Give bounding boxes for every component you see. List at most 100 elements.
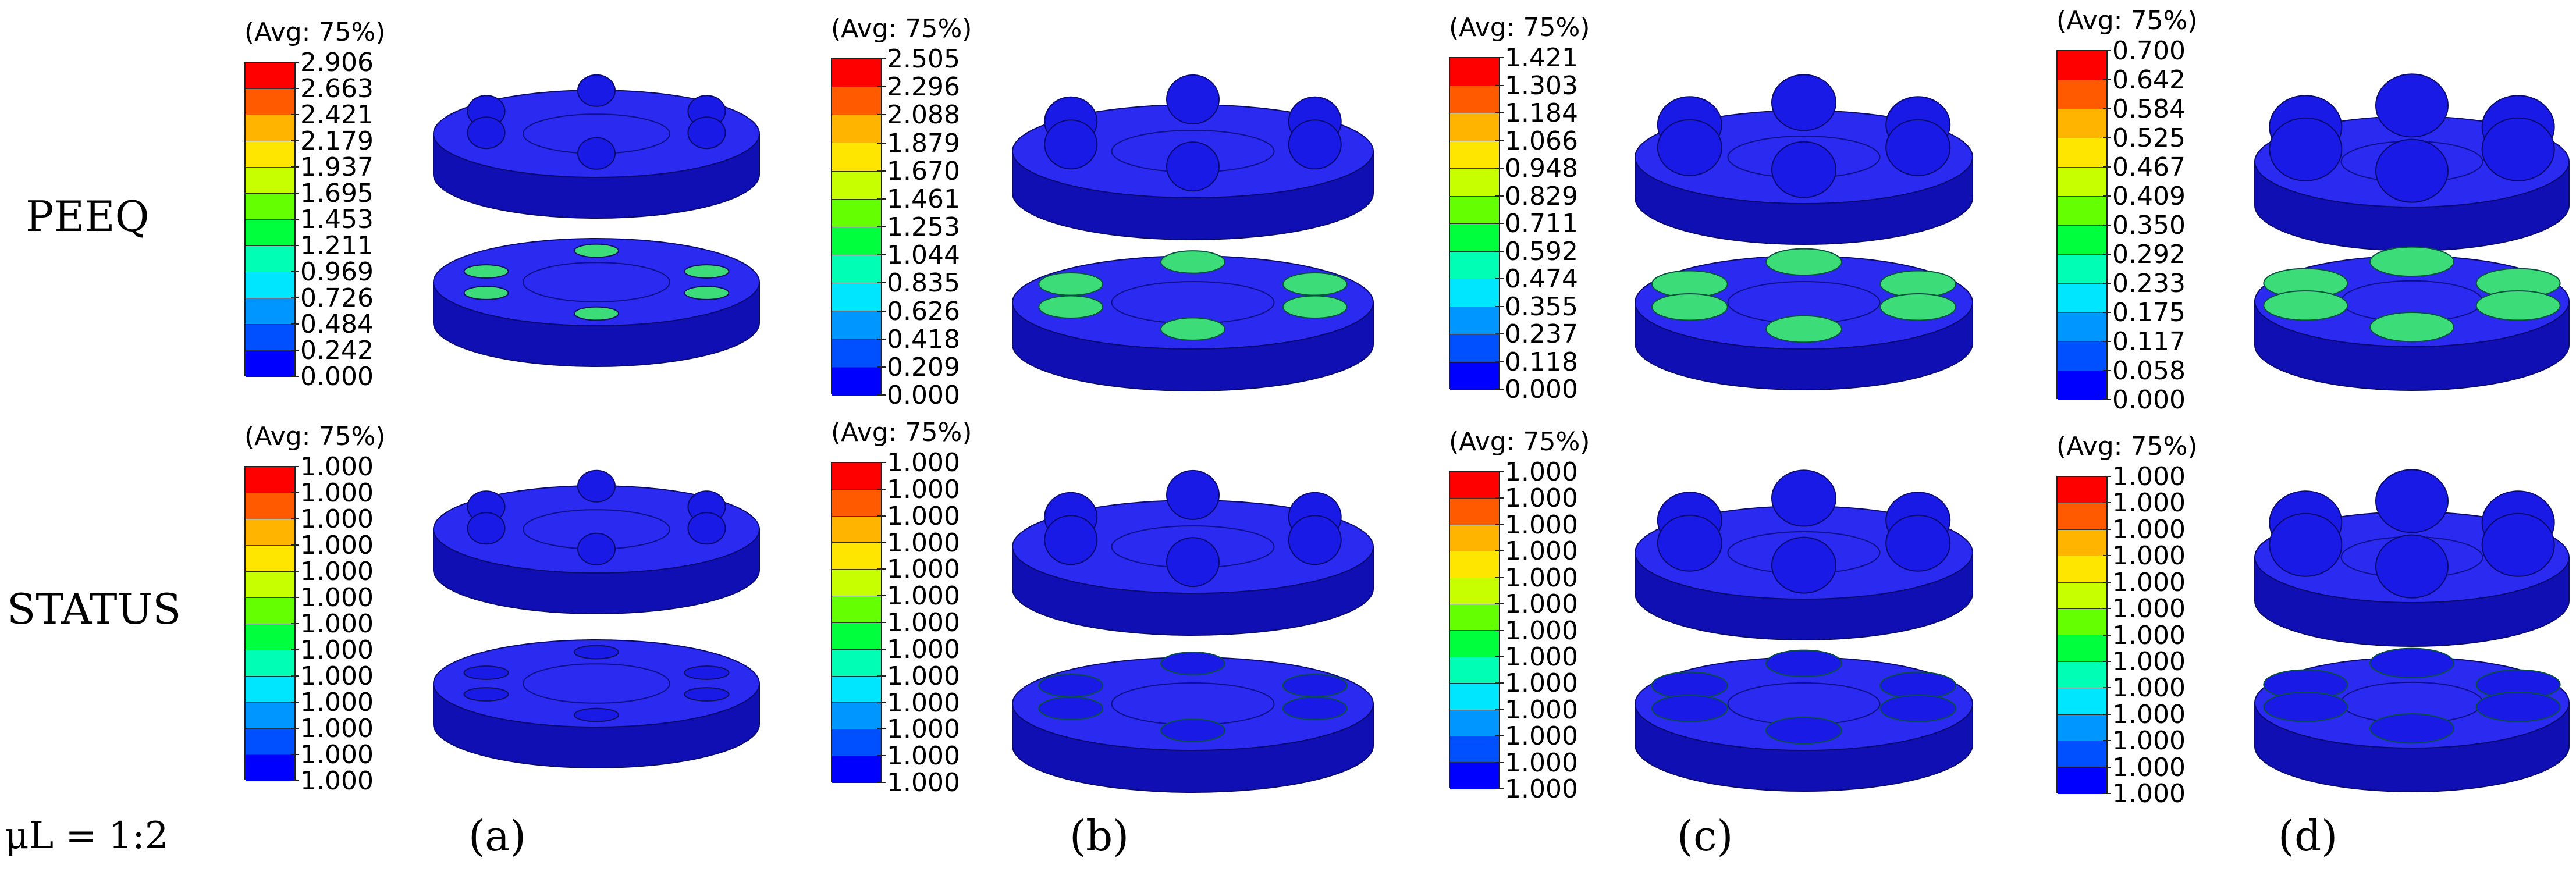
peeq-upper-model-a: [433, 74, 760, 219]
legend-tick-label: 1.000: [291, 478, 374, 508]
legend-tick-label: 0.835: [877, 268, 960, 298]
legend-tick-label: 1.000: [2103, 779, 2186, 809]
status-lower-model-b: [1012, 652, 1374, 793]
legend-tick-label: 1.000: [877, 768, 960, 798]
legend-tick-label: 0.233: [2103, 269, 2186, 298]
legend-tick-label: 0.175: [2103, 298, 2186, 328]
legend-tick-label: 0.000: [2103, 385, 2186, 415]
colorbar-segment: [246, 141, 294, 168]
legend-tick-label: 1.000: [2103, 594, 2186, 624]
legend-tick-label: 1.000: [2103, 699, 2186, 729]
legend-tick-label: 1.000: [291, 766, 374, 796]
colorbar-segment: [1450, 472, 1499, 499]
colorbar-segment: [1450, 763, 1499, 789]
legend-tick-label: 0.058: [2103, 356, 2186, 386]
legend-tick-label: 1.695: [291, 179, 374, 208]
colorbar-segment: [832, 703, 881, 730]
legend-tick-label: 1.303: [1495, 70, 1578, 101]
colorbar: [244, 62, 296, 377]
legend-tick-label: 0.237: [1495, 319, 1578, 349]
colorbar-segment: [246, 168, 294, 194]
legend-tick-label: 2.088: [877, 100, 960, 130]
colorbar-segment: [2058, 714, 2106, 742]
colorbar-segment: [2058, 741, 2106, 768]
panel-label-d: (d): [2278, 812, 2338, 860]
legend-tick-label: 0.000: [877, 380, 960, 410]
legend-tick-label: 1.000: [877, 634, 960, 664]
colorbar-segment: [246, 703, 294, 729]
legend-tick-label: 1.000: [877, 448, 960, 478]
legend-tick-label: 0.242: [291, 336, 374, 365]
legend-tick-label: 2.421: [291, 100, 374, 130]
colorbar-segment: [246, 325, 294, 351]
legend-tick-label: 0.117: [2103, 327, 2186, 357]
legend-tick-label: 1.000: [2103, 488, 2186, 518]
legend-tick-label: 0.000: [291, 362, 374, 391]
legend-tick-label: 0.355: [1495, 291, 1578, 322]
legend-tick-label: 0.467: [2103, 152, 2186, 182]
colorbar: [1449, 471, 1500, 789]
colorbar-segment: [1450, 169, 1499, 197]
legend-tick-label: 1.421: [1495, 43, 1578, 73]
legend-tick-label: 1.000: [291, 740, 374, 770]
colorbar-segment: [1450, 362, 1499, 390]
legend-tick-label: 1.000: [1495, 510, 1578, 540]
legend-peeq-c: (Avg: 75%) 1.421 1.303 1.184 1.066 0.948 0.829…: [1449, 13, 1623, 404]
colorbar-segment: [1450, 196, 1499, 224]
colorbar: [831, 58, 882, 396]
legend-tick-label: 1.000: [2103, 541, 2186, 571]
legend-tick-label: 1.937: [291, 152, 374, 182]
legend-tick-label: 1.000: [1495, 615, 1578, 646]
legend-tick-label: 0.409: [2103, 181, 2186, 211]
colorbar-segment: [832, 489, 881, 517]
panel-label-a: (a): [468, 812, 527, 860]
colorbar-segment: [1450, 86, 1499, 113]
status-upper-model-a: [433, 469, 760, 614]
colorbar-segment: [1450, 224, 1499, 252]
legend-tick-label: 0.700: [2103, 36, 2186, 66]
peeq-lower-model-d: [2254, 246, 2570, 391]
status-upper-model-c: [1635, 469, 1973, 640]
colorbar-segment: [2058, 609, 2106, 636]
legend-tick-label: 1.670: [877, 156, 960, 186]
colorbar-segment: [1450, 710, 1499, 737]
colorbar: [1449, 57, 1500, 390]
legend-tick-label: 1.066: [1495, 126, 1578, 156]
colorbar-segment: [832, 570, 881, 597]
colorbar-segment: [832, 676, 881, 703]
legend-tick-label: 1.000: [1495, 774, 1578, 804]
colorbar-segment: [832, 227, 881, 256]
legend-tick-label: 1.000: [1495, 536, 1578, 567]
colorbar-segment: [246, 624, 294, 650]
legend-peeq-d: (Avg: 75%) 0.700 0.642 0.584 0.525 0.467 0.409…: [2056, 6, 2231, 415]
peeq-lower-model-c: [1635, 248, 1973, 390]
legend-tick-label: 0.948: [1495, 154, 1578, 183]
colorbar-segment: [246, 298, 294, 325]
colorbar: [2056, 50, 2108, 400]
legend-tick-label: 1.211: [291, 231, 374, 261]
legend-tick-label: 0.118: [1495, 347, 1578, 377]
colorbar: [2056, 476, 2108, 794]
legend-peeq-a: (Avg: 75%) 2.906 2.663 2.421 2.179 1.937 1.695…: [244, 17, 419, 391]
colorbar-segment: [1450, 736, 1499, 763]
legend-tick-label: 1.000: [1495, 642, 1578, 672]
legend-tick-label: 0.711: [1495, 209, 1578, 239]
legend-tick-label: 1.000: [877, 581, 960, 611]
colorbar-segment: [2058, 284, 2106, 313]
legend-tick-label: 2.179: [291, 126, 374, 156]
legend-tick-label: 1.000: [291, 504, 374, 534]
colorbar-segment: [832, 255, 881, 284]
legend-tick-label: 1.000: [291, 661, 374, 691]
colorbar-segment: [1450, 499, 1499, 525]
colorbar-segment: [832, 199, 881, 227]
legend-tick-label: 1.000: [291, 635, 374, 665]
colorbar-segment: [832, 543, 881, 570]
legend-tick-label: 0.642: [2103, 65, 2186, 95]
colorbar-segment: [2058, 138, 2106, 168]
legend-tick-label: 0.969: [291, 257, 374, 287]
legend-tick-label: 1.000: [877, 714, 960, 745]
legend-tick-label: 1.000: [1495, 483, 1578, 514]
legend-tick-label: 1.461: [877, 184, 960, 214]
status-lower-model-c: [1635, 649, 1973, 792]
legend-tick-label: 2.296: [877, 72, 960, 102]
